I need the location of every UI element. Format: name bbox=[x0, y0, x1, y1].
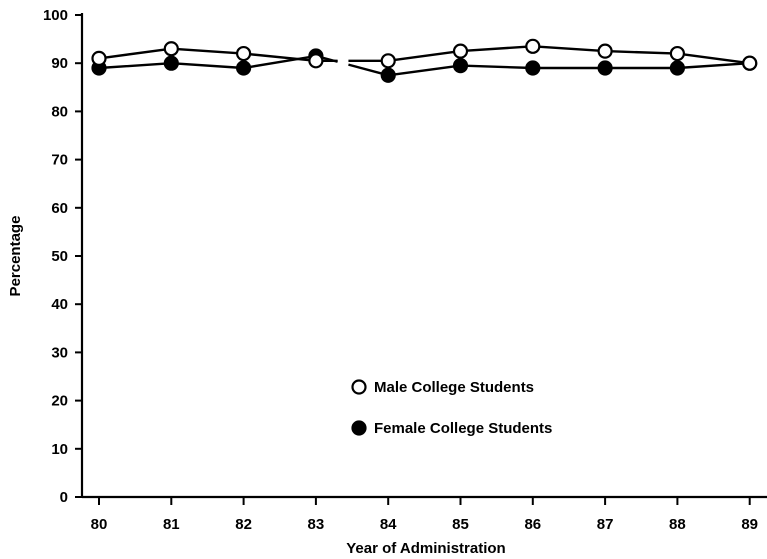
x-tick-label: 89 bbox=[741, 516, 758, 533]
y-tick-label: 40 bbox=[51, 296, 68, 313]
y-tick-label: 80 bbox=[51, 103, 68, 120]
male-data-point bbox=[163, 41, 179, 57]
female-data-point bbox=[236, 60, 252, 76]
x-tick-label: 86 bbox=[524, 516, 541, 533]
male-data-point bbox=[308, 53, 324, 69]
series-line-female bbox=[388, 62, 750, 77]
series-lines bbox=[98, 45, 750, 77]
male-data-point bbox=[525, 38, 541, 54]
male-data-point bbox=[380, 53, 396, 69]
y-tick-label: 20 bbox=[51, 393, 68, 410]
y-tick-label: 90 bbox=[51, 55, 68, 72]
female-data-point bbox=[380, 67, 396, 83]
x-tick-label: 82 bbox=[235, 516, 252, 533]
y-tick-label: 70 bbox=[51, 152, 68, 169]
male-data-point bbox=[597, 43, 613, 59]
x-tick-label: 83 bbox=[308, 516, 325, 533]
female-data-point bbox=[597, 60, 613, 76]
x-tick-label: 88 bbox=[669, 516, 686, 533]
x-tick-label: 80 bbox=[91, 516, 108, 533]
legend-marker-male bbox=[351, 379, 367, 395]
data-markers bbox=[91, 38, 758, 83]
series-line-male bbox=[98, 47, 317, 62]
male-data-point bbox=[91, 50, 107, 66]
x-tick-label: 85 bbox=[452, 516, 469, 533]
y-tick-label: 30 bbox=[51, 344, 68, 361]
legend: Male College Students Female College Stud… bbox=[351, 379, 552, 437]
y-axis-title: Percentage bbox=[7, 216, 24, 297]
female-data-point bbox=[669, 60, 686, 76]
x-axis-title: Year of Administration bbox=[346, 540, 505, 557]
male-data-point bbox=[669, 45, 686, 62]
male-data-point bbox=[236, 45, 252, 62]
x-tick-label: 87 bbox=[597, 516, 614, 533]
male-data-point bbox=[742, 55, 758, 71]
legend-marker-female bbox=[351, 420, 367, 436]
y-tick-label: 60 bbox=[51, 200, 68, 217]
series-line-male bbox=[388, 45, 750, 65]
legend-label-male: Male College Students bbox=[374, 379, 534, 396]
female-data-point bbox=[525, 60, 541, 76]
y-tick-label: 50 bbox=[51, 248, 68, 265]
y-tick-label: 100 bbox=[43, 7, 68, 24]
y-tick-label: 0 bbox=[60, 489, 68, 506]
x-tick-label: 84 bbox=[380, 516, 397, 533]
axes: 0 10 20 30 40 50 60 70 80 90 100 80 81 82 83 84 85 86 87 88… bbox=[43, 7, 767, 533]
female-data-point bbox=[163, 55, 179, 71]
series-line-female bbox=[98, 54, 317, 70]
legend-label-female: Female College Students bbox=[374, 420, 552, 437]
male-data-point bbox=[452, 43, 469, 59]
female-data-point bbox=[452, 58, 469, 74]
y-tick-label: 10 bbox=[51, 441, 68, 458]
x-tick-label: 81 bbox=[163, 516, 180, 533]
